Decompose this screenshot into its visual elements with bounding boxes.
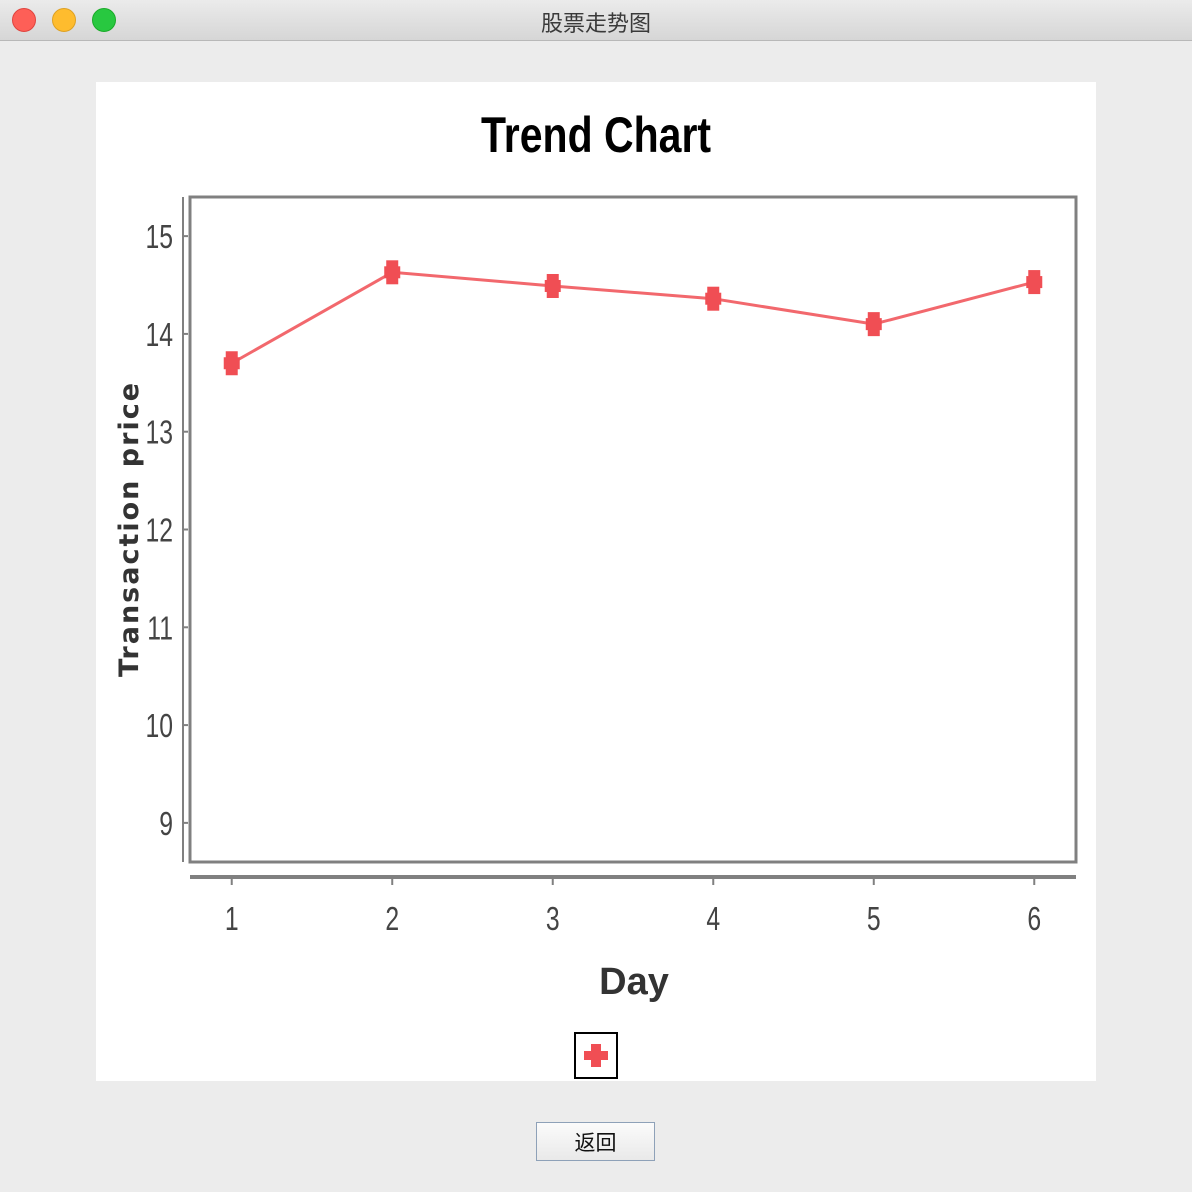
y-axis-label: Transaction price <box>114 381 145 677</box>
x-tick-label: 6 <box>1027 902 1041 938</box>
chart-title: Trend Chart <box>481 107 711 163</box>
x-tick-label: 3 <box>546 902 560 938</box>
x-tick-label: 4 <box>706 902 720 938</box>
data-point-marker-bar <box>865 318 882 331</box>
x-axis-ticks: 1 2 3 4 5 6 <box>225 879 1041 938</box>
y-tick-label: 15 <box>145 220 173 256</box>
minimize-window-button[interactable] <box>52 8 76 32</box>
title-bar: 股票走势图 <box>0 0 1192 41</box>
data-point-marker-bar <box>223 357 240 370</box>
x-axis-label: Day <box>599 961 669 1003</box>
series-line-group <box>223 260 1043 376</box>
y-tick-label: 9 <box>159 807 173 843</box>
close-window-button[interactable] <box>12 8 36 32</box>
series-line <box>230 270 1035 365</box>
y-tick-label: 13 <box>145 415 173 451</box>
data-point-marker-bar <box>1026 276 1043 289</box>
x-tick-label: 5 <box>867 902 881 938</box>
y-axis-ticks: 9 10 11 12 13 14 15 <box>145 220 188 843</box>
window-title: 股票走势图 <box>540 12 651 37</box>
data-point-marker-bar <box>544 279 561 292</box>
data-point-marker-bar <box>705 292 722 305</box>
y-tick-label: 11 <box>147 611 173 647</box>
y-tick-label: 14 <box>145 318 173 354</box>
y-tick-label: 12 <box>145 513 173 549</box>
x-tick-label: 2 <box>385 902 399 938</box>
legend-swatch <box>591 1044 601 1067</box>
data-point-marker-bar <box>384 266 401 279</box>
legend <box>574 1032 618 1079</box>
zoom-window-button[interactable] <box>92 8 116 32</box>
x-tick-label: 1 <box>225 902 239 938</box>
y-tick-label: 10 <box>145 709 173 745</box>
back-button[interactable]: 返回 <box>536 1122 655 1161</box>
plot-frame <box>188 195 1078 864</box>
